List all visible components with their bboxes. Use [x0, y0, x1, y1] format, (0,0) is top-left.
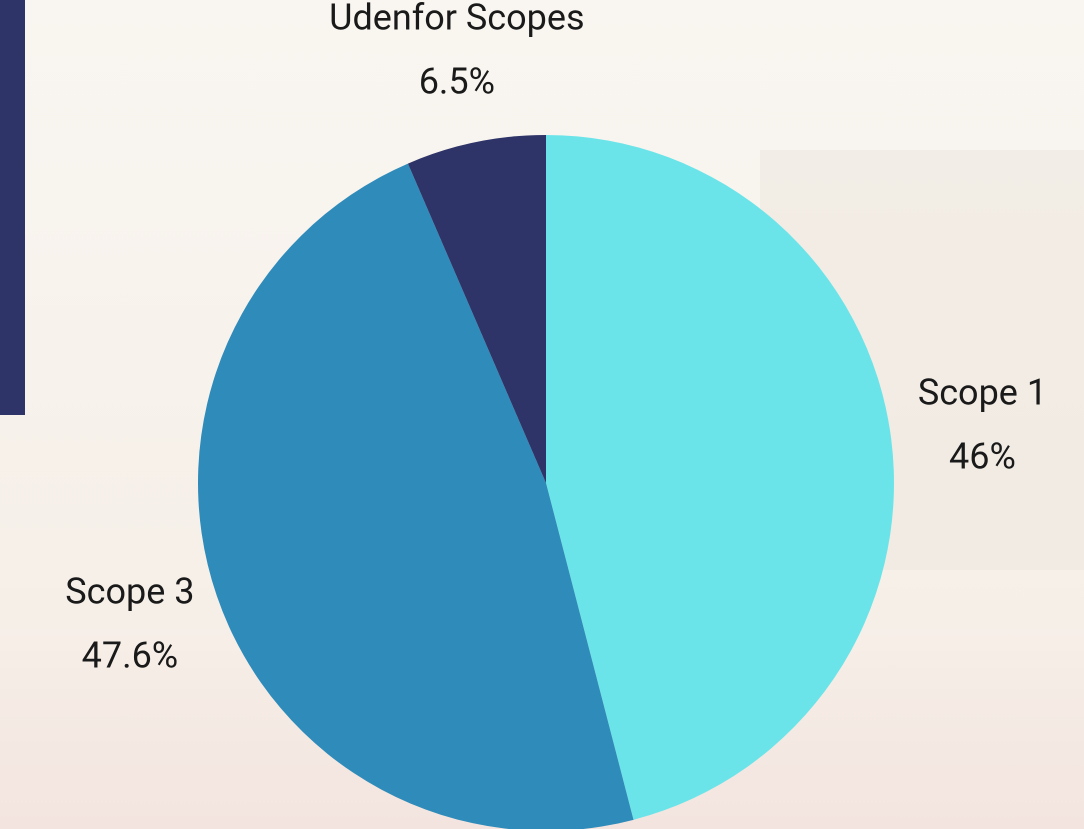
slice-value-label: 47.6%: [82, 635, 179, 677]
side-panel: [0, 0, 25, 415]
slice-value-label: 46%: [949, 436, 1016, 478]
slice-value-label: 6.5%: [419, 61, 495, 103]
pie-slice: [546, 135, 894, 820]
slice-label: Scope 1: [918, 372, 1047, 414]
pie-slice: [198, 163, 634, 829]
slice-label: Scope 3: [65, 571, 194, 613]
pie-slice: [407, 135, 546, 483]
slice-label: Udenfor Scopes: [329, 0, 584, 39]
